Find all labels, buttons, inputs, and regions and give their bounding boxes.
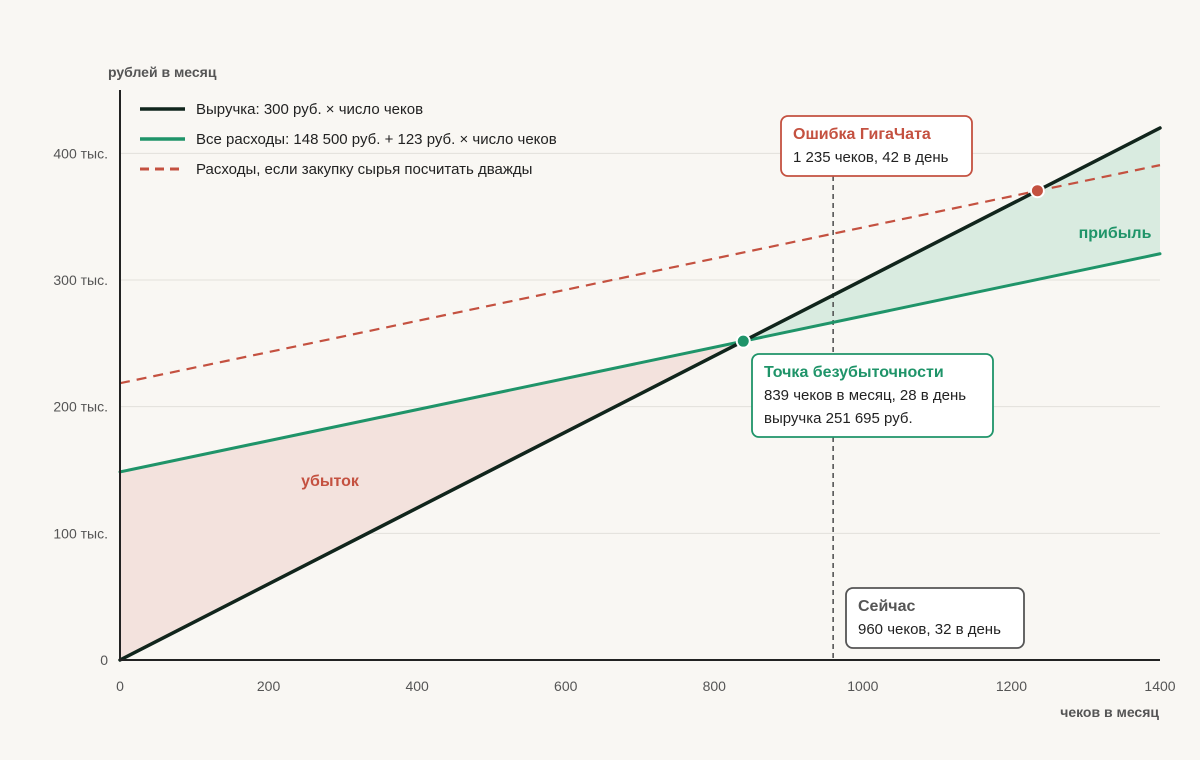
- y-tick-label: 0: [100, 652, 108, 668]
- annotation-title: Сейчас: [858, 598, 915, 615]
- y-tick-label: 400 тыс.: [53, 145, 108, 161]
- break-even-point: [735, 333, 751, 349]
- annotation-line: 960 чеков, 32 в день: [858, 621, 1001, 638]
- annotation-line: 839 чеков в месяц, 28 в день: [764, 387, 966, 404]
- tick-labels: 0 100 тыс. 200 тыс. 300 тыс. 400 тыс. 0 200 400…: [53, 145, 1175, 694]
- loss-label: убыток: [301, 473, 360, 490]
- y-tick-label: 300 тыс.: [53, 272, 108, 288]
- x-tick-label: 200: [257, 678, 281, 694]
- break-even-box: [751, 353, 994, 438]
- annotation-title: Ошибка ГигаЧата: [793, 126, 931, 143]
- y-tick-label: 100 тыс.: [53, 525, 108, 541]
- legend-label: Расходы, если закупку сырья посчитать дв…: [196, 161, 532, 178]
- x-tick-label: 1200: [996, 678, 1027, 694]
- axes: [119, 90, 1160, 661]
- annotation-line: 1 235 чеков, 42 в день: [793, 149, 949, 166]
- x-tick-label: 600: [554, 678, 578, 694]
- gigachat-error-box: [780, 115, 973, 177]
- x-tick-label: 1400: [1144, 678, 1175, 694]
- current-volume-box: [845, 587, 1025, 649]
- y-tick-label: 200 тыс.: [53, 399, 108, 415]
- x-tick-label: 0: [116, 678, 124, 694]
- revenue-line: [118, 126, 1162, 662]
- legend-label: Выручка: 300 руб. × число чеков: [196, 101, 423, 118]
- annotation-title: Точка безубыточности: [764, 364, 944, 381]
- profit-label: прибыль: [1079, 225, 1152, 242]
- legend-label: Все расходы: 148 500 руб. + 123 руб. × ч…: [196, 131, 557, 148]
- x-axis-label: чеков в месяц: [1060, 704, 1159, 720]
- x-tick-label: 800: [703, 678, 727, 694]
- x-tick-label: 400: [405, 678, 429, 694]
- legend: Выручка: 300 руб. × число чеков Все расхо…: [140, 101, 557, 178]
- gigachat-point: [1029, 183, 1045, 199]
- point-markers: [735, 183, 1045, 349]
- series-lines: [118, 126, 1162, 662]
- y-axis-label: рублей в месяц: [108, 64, 217, 80]
- annotation-line: выручка 251 695 руб.: [764, 410, 913, 427]
- double-cost-line: [119, 164, 1161, 385]
- cost-line: [118, 252, 1162, 474]
- annotations: Ошибка ГигаЧата 1 235 чеков, 42 в день Точ…: [751, 115, 1025, 649]
- x-tick-label: 1000: [847, 678, 878, 694]
